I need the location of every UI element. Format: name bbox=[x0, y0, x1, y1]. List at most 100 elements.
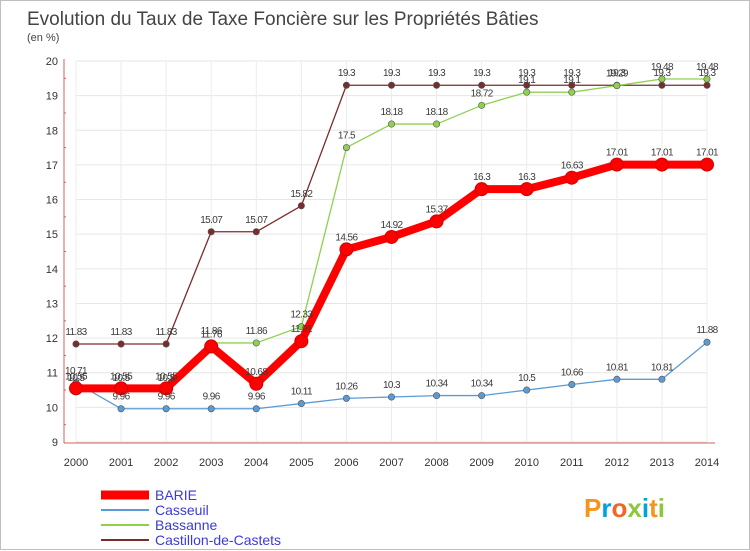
data-point bbox=[478, 392, 486, 400]
proxiti-logo: Proxiti bbox=[584, 493, 665, 523]
y-tick-label: 11 bbox=[47, 368, 58, 380]
y-tick-label: 10 bbox=[46, 402, 58, 414]
data-label: 10.55 bbox=[110, 371, 133, 382]
data-point bbox=[658, 81, 666, 89]
data-point bbox=[519, 182, 534, 197]
data-point bbox=[342, 81, 350, 89]
data-label: 10.55 bbox=[65, 371, 88, 382]
data-label: 19.3 bbox=[383, 68, 401, 79]
data-point bbox=[207, 228, 215, 236]
data-point bbox=[613, 375, 621, 383]
data-label: 10.5 bbox=[158, 373, 176, 384]
data-label: 19.3 bbox=[518, 68, 536, 79]
x-tick-label: 2002 bbox=[154, 457, 178, 469]
data-label: 19.3 bbox=[473, 68, 491, 79]
data-label: 10.81 bbox=[651, 362, 674, 373]
x-tick-label: 2013 bbox=[650, 457, 674, 469]
data-point bbox=[478, 81, 486, 89]
brand-letter: o bbox=[611, 493, 627, 523]
data-label: 10.34 bbox=[471, 379, 494, 390]
data-label: 11.83 bbox=[110, 327, 132, 338]
y-axis-unit-label: (en %) bbox=[27, 32, 59, 44]
gridlines bbox=[75, 60, 708, 443]
data-label: 11.88 bbox=[696, 325, 718, 336]
data-label: 12.33 bbox=[290, 310, 313, 321]
data-label: 17.01 bbox=[696, 148, 719, 159]
brand-letter: x bbox=[627, 493, 642, 523]
data-point bbox=[387, 393, 395, 401]
y-tick-label: 15 bbox=[46, 229, 58, 241]
data-label: 19.3 bbox=[338, 68, 356, 79]
data-label: 10.3 bbox=[383, 380, 401, 391]
x-tick-label: 2014 bbox=[695, 457, 719, 469]
data-point bbox=[252, 339, 260, 347]
data-label: 15.07 bbox=[245, 215, 268, 226]
data-label: 19.3 bbox=[698, 68, 716, 79]
x-tick-label: 2004 bbox=[244, 457, 268, 469]
data-point bbox=[162, 340, 170, 348]
y-tick-label: 19 bbox=[46, 91, 58, 103]
data-point bbox=[204, 339, 219, 354]
data-label: 16.63 bbox=[561, 161, 584, 172]
data-point bbox=[703, 75, 711, 83]
data-label: 19.48 bbox=[696, 62, 719, 73]
data-label: 10.81 bbox=[606, 362, 629, 373]
data-label: 15.37 bbox=[426, 204, 449, 215]
data-label: 11.86 bbox=[246, 326, 268, 337]
data-labels: 10.55 10.55 10.55 11.76 10.68 11.91 14.56 14.92… bbox=[65, 62, 720, 403]
data-point bbox=[478, 101, 486, 109]
y-tick-label: 17 bbox=[46, 160, 58, 172]
data-point bbox=[568, 381, 576, 389]
legend-label: Bassanne bbox=[155, 517, 217, 533]
y-tick-label: 16 bbox=[46, 195, 58, 207]
data-label: 10.26 bbox=[335, 381, 358, 392]
data-label: 10.55 bbox=[155, 371, 178, 382]
data-point bbox=[342, 394, 350, 402]
y-tick-label: 13 bbox=[46, 298, 58, 310]
data-point bbox=[703, 338, 711, 346]
data-point bbox=[658, 375, 666, 383]
data-label: 9.96 bbox=[158, 392, 176, 403]
y-tick-label: 18 bbox=[46, 125, 58, 137]
data-point bbox=[613, 82, 621, 90]
data-point bbox=[252, 405, 260, 413]
brand-letter: i bbox=[642, 493, 649, 523]
data-label: 10.5 bbox=[518, 373, 536, 384]
y-tick-label: 14 bbox=[46, 264, 58, 276]
chart-title: Evolution du Taux de Taxe Foncière sur l… bbox=[27, 9, 539, 30]
data-point bbox=[654, 157, 669, 172]
x-tick-label: 2008 bbox=[424, 457, 448, 469]
data-label: 17.01 bbox=[651, 148, 674, 159]
x-tick-label: 2005 bbox=[289, 457, 313, 469]
data-point bbox=[429, 214, 444, 229]
axes: 9 10 11 12 13 14 15 16 17 18 19 20 2000 2001 2002 2003 2… bbox=[46, 56, 719, 469]
data-label: 19.1 bbox=[563, 75, 581, 86]
data-label: 19.1 bbox=[518, 75, 536, 86]
data-label: 18.18 bbox=[426, 107, 449, 118]
data-point bbox=[252, 228, 260, 236]
data-point bbox=[117, 340, 125, 348]
data-label: 9.96 bbox=[248, 392, 266, 403]
data-point bbox=[474, 182, 489, 197]
data-point bbox=[568, 81, 576, 89]
data-point bbox=[384, 229, 399, 244]
data-label: 10.68 bbox=[245, 367, 268, 378]
data-point bbox=[207, 405, 215, 413]
data-label: 10.71 bbox=[65, 366, 88, 377]
data-label: 17.5 bbox=[338, 131, 356, 142]
x-tick-label: 2000 bbox=[64, 457, 88, 469]
x-tick-label: 2007 bbox=[379, 457, 403, 469]
brand-letter: P bbox=[584, 493, 601, 523]
data-point bbox=[433, 120, 441, 128]
data-label: 19.48 bbox=[651, 62, 674, 73]
data-point bbox=[523, 88, 531, 96]
y-tick-label: 9 bbox=[52, 437, 58, 449]
data-label: 11.86 bbox=[201, 326, 223, 337]
data-point bbox=[297, 202, 305, 210]
data-label: 9.96 bbox=[203, 392, 221, 403]
data-label: 11.76 bbox=[201, 329, 223, 340]
data-label: 19.29 bbox=[606, 69, 629, 80]
data-label: 10.5 bbox=[113, 373, 131, 384]
series-lines bbox=[69, 75, 714, 413]
